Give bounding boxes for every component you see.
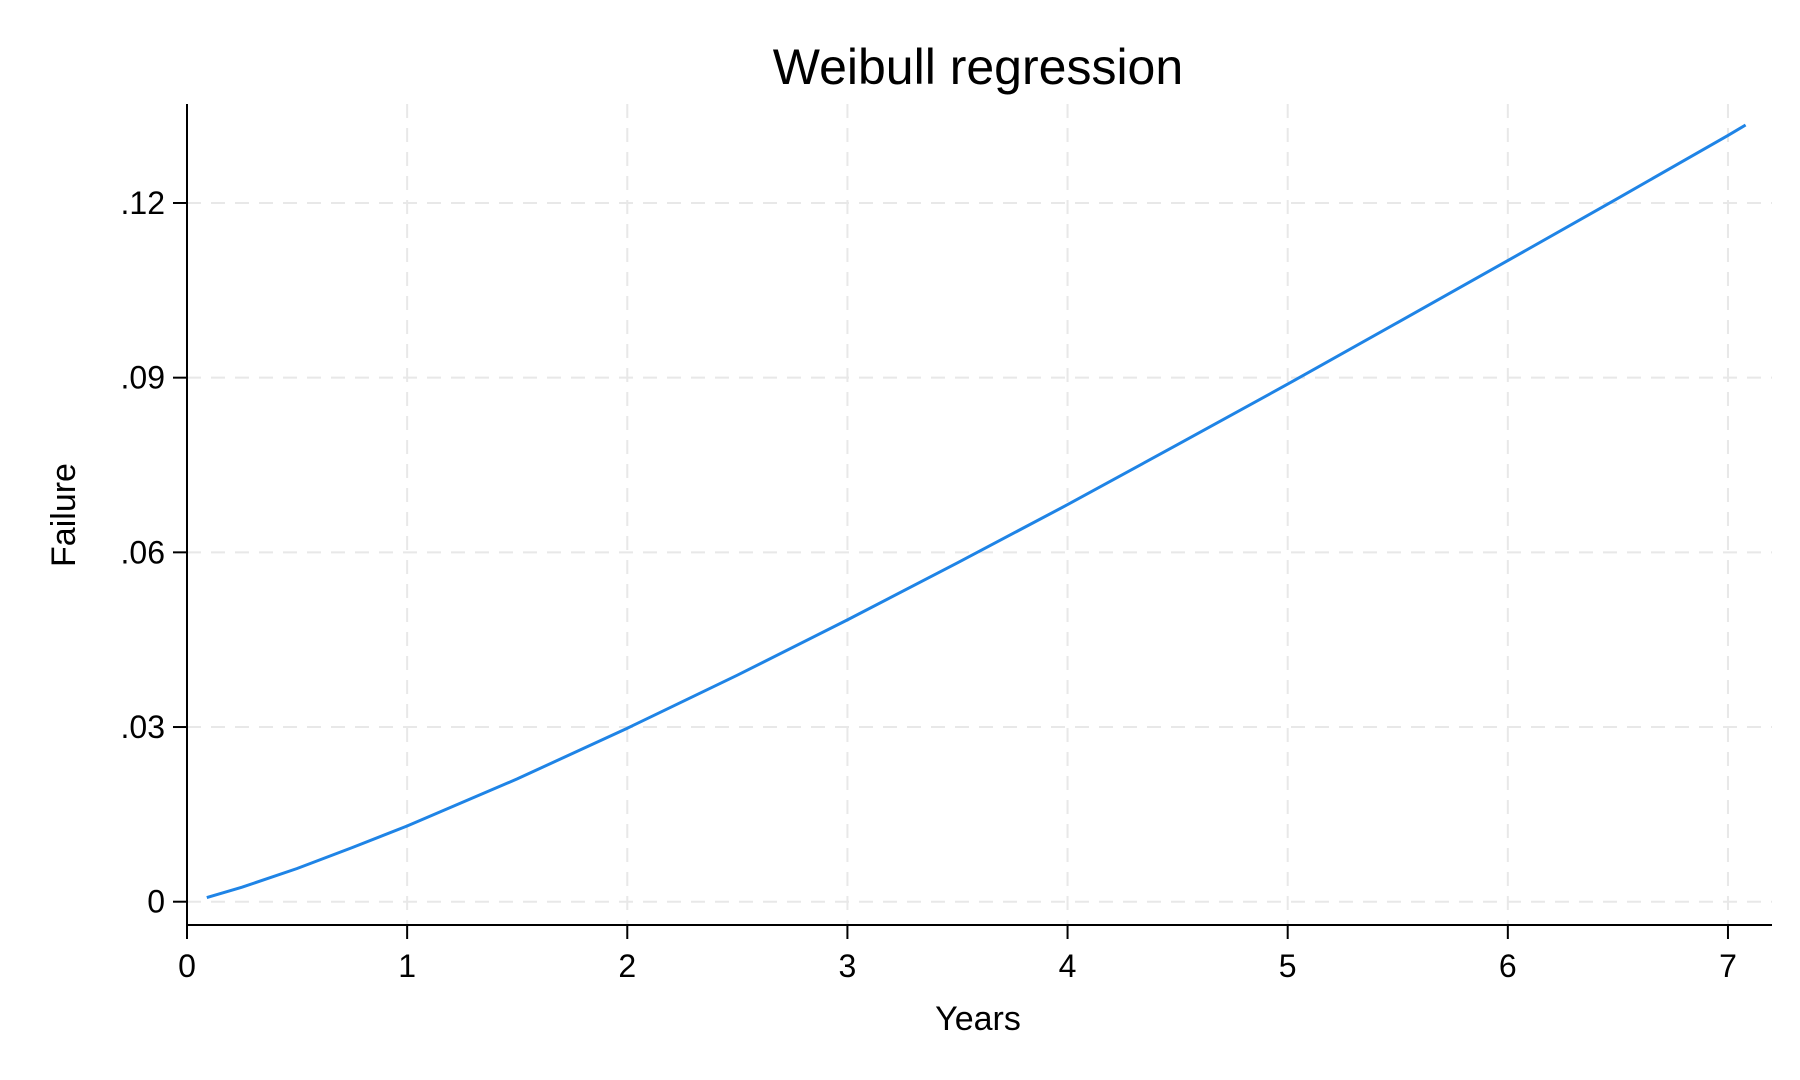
x-tick-label-3: 3 <box>839 948 857 984</box>
y-tick-label-2: .06 <box>121 534 165 570</box>
x-tick-label-5: 5 <box>1279 948 1297 984</box>
x-tick-label-1: 1 <box>398 948 416 984</box>
chart-title: Weibull regression <box>773 39 1183 95</box>
y-tick-label-4: .12 <box>121 185 165 221</box>
y-axis-label: Failure <box>45 463 83 567</box>
x-tick-label-7: 7 <box>1719 948 1737 984</box>
series-line-failure <box>206 123 1747 900</box>
y-tick-label-3: .09 <box>121 360 165 396</box>
x-tick-label-4: 4 <box>1059 948 1077 984</box>
x-tick-label-2: 2 <box>618 948 636 984</box>
y-tick-label-0: 0 <box>147 884 165 920</box>
y-tick-label-1: .03 <box>121 709 165 745</box>
grid <box>186 104 1772 925</box>
ticks: 0 1 2 3 4 5 6 7 0 .03 .06 .09 .12 <box>121 185 1737 984</box>
x-axis-label: Years <box>935 1000 1021 1038</box>
series-layer <box>206 123 1747 900</box>
x-tick-label-6: 6 <box>1499 948 1517 984</box>
x-tick-label-0: 0 <box>178 948 196 984</box>
